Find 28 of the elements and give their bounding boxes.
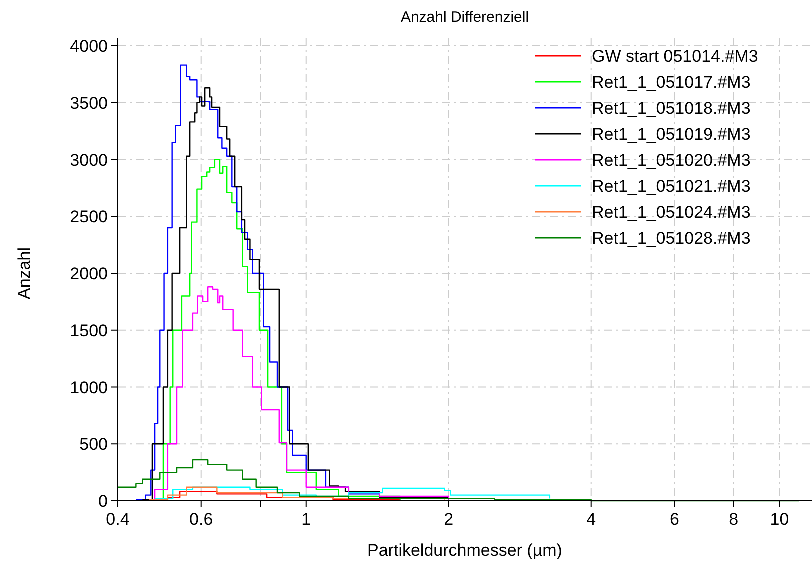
y-tick-label: 500 — [80, 435, 108, 454]
x-axis-title: Partikeldurchmesser (µm) — [368, 541, 562, 560]
legend-label: Ret1_1_051020.#M3 — [592, 151, 751, 170]
y-tick-label: 2000 — [70, 264, 108, 284]
x-tick-label: 8 — [729, 510, 739, 529]
y-tick-label: 0 — [98, 492, 108, 511]
x-tick-label: 2 — [444, 510, 454, 529]
y-tick-label: 1500 — [70, 321, 108, 340]
legend-label: Ret1_1_051018.#M3 — [592, 99, 751, 118]
legend-label: Ret1_1_051017.#M3 — [592, 73, 751, 92]
legend-label: Ret1_1_051028.#M3 — [592, 229, 751, 248]
legend-label: GW start 051014.#M3 — [592, 47, 758, 66]
chart-title: Anzahl Differenziell — [400, 9, 530, 26]
y-tick-label: 4000 — [70, 37, 108, 56]
x-tick-label: 1 — [302, 510, 312, 529]
legend-label: Ret1_1_051019.#M3 — [592, 125, 751, 144]
x-tick-label: 0.6 — [190, 510, 214, 529]
y-axis-title: Anzahl — [15, 248, 34, 300]
x-tick-label: 0.4 — [106, 510, 130, 529]
legend-label: Ret1_1_051021.#M3 — [592, 177, 751, 196]
y-tick-label: 3500 — [70, 94, 108, 113]
x-tick-label: 4 — [586, 510, 596, 529]
legend-label: Ret1_1_051024.#M3 — [592, 203, 751, 222]
y-tick-label: 3000 — [70, 150, 108, 170]
x-tick-label: 10 — [770, 510, 790, 529]
y-tick-label: 2500 — [70, 208, 108, 227]
y-tick-label: 1000 — [70, 378, 108, 398]
x-tick-label: 6 — [670, 510, 680, 529]
